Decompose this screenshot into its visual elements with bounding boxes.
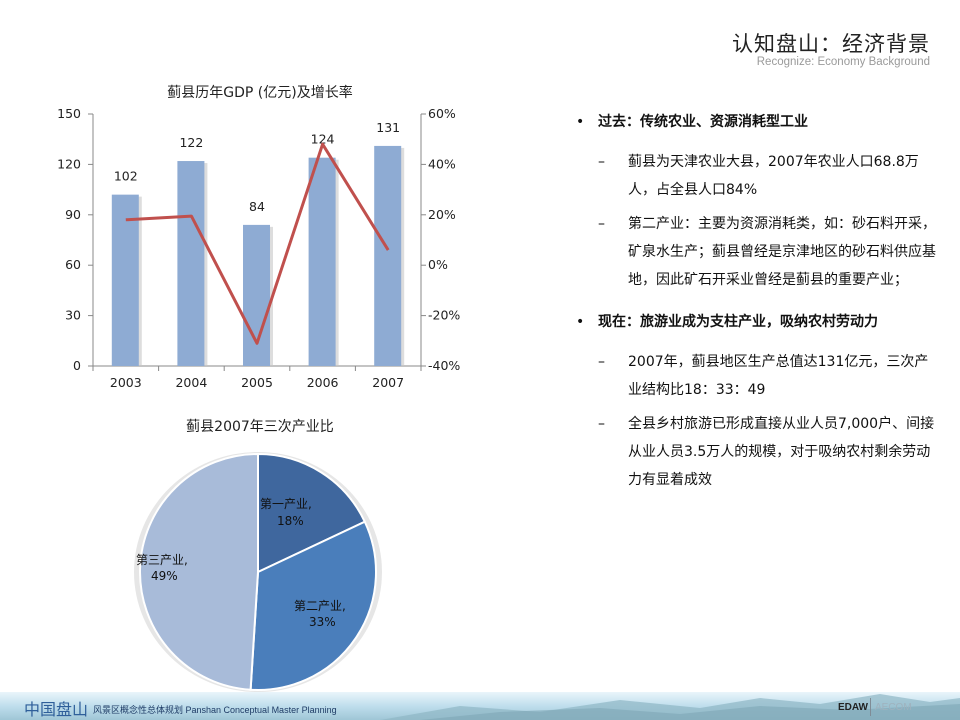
bullet-list: 过去：传统农业、资源消耗型工业 –蓟县为天津农业大县，2007年农业人口68.8… — [576, 110, 936, 500]
pie-slice — [257, 452, 367, 574]
pie-label-secondary-pct: 33% — [309, 615, 336, 629]
left-axis-tick-label: 30 — [65, 308, 81, 323]
bar-data-label: 84 — [249, 199, 265, 214]
left-axis-tick-label: 150 — [57, 106, 81, 121]
pie-slice — [139, 452, 259, 691]
right-axis-tick-label: 40% — [428, 156, 456, 171]
left-axis-tick-label: 0 — [73, 358, 81, 373]
bullet-past-item-1: – 蓟县为天津农业大县，2007年农业人口68.8万人，占全县人口84% — [576, 148, 936, 204]
gdp-bar — [243, 224, 270, 366]
bullet-now-item-2: – 全县乡村旅游已形成直接从业人员7,000户、间接从业人员3.5万人的规模，对于… — [576, 410, 936, 494]
right-axis-tick-label: -20% — [428, 308, 460, 323]
x-axis-tick-label: 2003 — [110, 375, 142, 390]
dash-marker: – — [598, 216, 605, 232]
gdp-chart-title: 蓟县历年GDP (亿元)及增长率 — [167, 85, 353, 101]
pie-label-primary-name: 第一产业, — [260, 497, 312, 511]
right-axis-tick-label: 20% — [428, 207, 456, 222]
bar-data-label: 122 — [179, 135, 203, 150]
dash-marker: – — [598, 154, 605, 170]
x-axis-tick-label: 2005 — [241, 375, 273, 390]
mountain-landscape-icon — [380, 694, 960, 720]
footer-brand: 中国盘山 — [24, 700, 89, 719]
bullet-now-heading: 现在：旅游业成为支柱产业，吸纳农村劳动力 — [576, 310, 936, 334]
growth-rate-line — [125, 142, 390, 345]
dash-marker: – — [598, 354, 605, 370]
pie-slice — [249, 520, 377, 691]
gdp-bar — [308, 157, 336, 366]
bar-data-label: 124 — [311, 132, 335, 147]
right-axis-tick-label: -40% — [428, 358, 460, 373]
x-axis-tick-label: 2007 — [372, 375, 404, 390]
pie-chart-title: 蓟县2007年三次产业比 — [186, 419, 334, 435]
left-axis-tick-label: 90 — [65, 207, 81, 222]
gdp-bar — [374, 145, 402, 366]
aecom-logo: AECOM — [875, 702, 912, 713]
gdp-bar — [111, 194, 139, 366]
bar-data-label: 102 — [114, 169, 138, 184]
logo-divider — [870, 698, 871, 716]
footer-banner: 中国盘山 风景区概念性总体规划 Panshan Conceptual Maste… — [0, 692, 960, 720]
pie-label-primary-pct: 18% — [277, 514, 304, 528]
page-title: 认知盘山：经济背景 — [732, 32, 930, 56]
bullet-past-heading: 过去：传统农业、资源消耗型工业 — [576, 110, 936, 134]
footer-subtitle: 风景区概念性总体规划 Panshan Conceptual Master Pla… — [93, 705, 337, 715]
gdp-combo-chart: 0 30 60 90 120 150 -40% -20% 0% 20% 40% 60% 2003 20… — [57, 106, 460, 390]
right-axis-tick-label: 60% — [428, 106, 456, 121]
left-axis-tick-label: 120 — [57, 156, 81, 171]
dash-marker: – — [598, 416, 605, 432]
x-axis-tick-label: 2006 — [307, 375, 339, 390]
pie-label-tertiary-pct: 49% — [151, 569, 178, 583]
pie-label-tertiary-name: 第三产业, — [136, 553, 188, 567]
industry-pie-chart: 第一产业, 18% 第二产业, 33% 第三产业, 49% — [134, 452, 382, 692]
bullet-past-item-2: – 第二产业：主要为资源消耗类，如：砂石料开采，矿泉水生产；蓟县曾经是京津地区的砂… — [576, 210, 936, 294]
gdp-bar — [177, 161, 205, 366]
edaw-logo: EDAW — [838, 702, 868, 713]
right-axis-tick-label: 0% — [428, 257, 448, 272]
bar-data-label: 131 — [376, 120, 400, 135]
page-subtitle: Recognize: Economy Background — [756, 56, 930, 68]
bullet-now-item-1: –2007年，蓟县地区生产总值达131亿元，三次产业结构比18：33：49 — [576, 348, 936, 404]
left-axis-tick-label: 60 — [65, 257, 81, 272]
x-axis-tick-label: 2004 — [175, 375, 207, 390]
pie-label-secondary-name: 第二产业, — [294, 599, 346, 613]
